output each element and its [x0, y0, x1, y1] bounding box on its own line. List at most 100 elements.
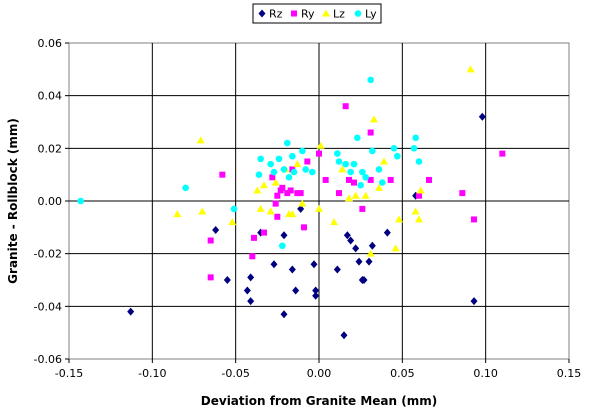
- point-rz: [292, 286, 300, 295]
- point-ly: [357, 181, 364, 189]
- y-tick-label: -0.06: [34, 353, 62, 366]
- legend-marker-ry: [291, 10, 297, 17]
- point-ly: [362, 174, 369, 181]
- point-rz: [478, 112, 486, 121]
- point-lz: [316, 141, 325, 149]
- point-rz: [243, 286, 251, 295]
- point-lz: [196, 136, 205, 144]
- point-rz: [247, 273, 255, 282]
- point-lz: [338, 165, 347, 173]
- point-rz: [470, 297, 478, 306]
- legend-label-ly: Ly: [365, 8, 377, 21]
- point-ly: [394, 152, 401, 160]
- point-rz: [360, 276, 368, 284]
- point-lz: [266, 207, 275, 215]
- point-ry: [294, 190, 301, 197]
- point-ly: [299, 147, 306, 155]
- point-lz: [315, 204, 323, 212]
- y-tick-label: 0.06: [38, 37, 63, 50]
- point-rz: [312, 291, 320, 300]
- point-ly: [270, 168, 278, 176]
- point-lz: [260, 181, 268, 189]
- point-ry: [279, 184, 286, 191]
- point-ly: [335, 158, 343, 165]
- point-ly: [255, 171, 263, 178]
- point-ry: [284, 190, 291, 197]
- series-lz: [173, 65, 475, 257]
- point-rz: [347, 236, 355, 245]
- point-ly: [410, 145, 418, 152]
- point-ly: [350, 160, 358, 168]
- y-tick-label: 0.04: [38, 90, 63, 103]
- point-rz: [212, 225, 220, 234]
- x-tick-label: -0.10: [138, 367, 166, 380]
- series-rz: [127, 112, 486, 340]
- point-ly: [257, 155, 264, 163]
- legend-marker-lz: [322, 9, 330, 17]
- point-rz: [333, 265, 341, 274]
- point-ly: [77, 197, 84, 205]
- point-ry: [351, 179, 357, 186]
- point-rz: [223, 276, 231, 284]
- x-tick-label: 0.05: [390, 367, 415, 380]
- legend-label-lz: Lz: [333, 8, 345, 21]
- legend-label-rz: Rz: [269, 8, 283, 21]
- point-ry: [249, 253, 256, 260]
- point-ly: [182, 184, 189, 192]
- y-tick-label: 0.02: [38, 142, 63, 155]
- point-ly: [289, 152, 296, 160]
- point-lz: [375, 183, 383, 191]
- point-ry: [316, 150, 322, 157]
- point-rz: [368, 241, 376, 250]
- point-ry: [272, 200, 279, 207]
- x-tick-label: 0.10: [473, 367, 498, 380]
- point-ly: [347, 168, 354, 176]
- point-ly: [359, 168, 366, 176]
- point-ly: [367, 76, 374, 84]
- point-rz: [343, 231, 351, 240]
- point-ly: [280, 166, 288, 173]
- point-ry: [219, 171, 226, 178]
- point-rz: [310, 260, 318, 269]
- point-ry: [471, 216, 477, 223]
- point-lz: [380, 157, 388, 165]
- point-ly: [354, 134, 361, 142]
- point-ly: [267, 160, 274, 168]
- point-ry: [367, 129, 374, 136]
- point-lz: [198, 207, 207, 215]
- point-rz: [365, 257, 373, 266]
- point-ry: [207, 274, 214, 281]
- point-ly: [369, 147, 376, 155]
- legend-marker-rz: [258, 9, 266, 18]
- point-rz: [352, 244, 360, 253]
- legend-box: [252, 3, 382, 24]
- point-ly: [290, 168, 298, 176]
- point-lz: [345, 194, 353, 202]
- point-ly: [275, 155, 283, 163]
- point-ry: [499, 150, 506, 157]
- point-lz: [366, 249, 375, 257]
- y-axis-title: Granite - Rollblock (mm): [6, 118, 20, 284]
- point-ry: [301, 224, 307, 231]
- point-ly: [390, 145, 398, 152]
- y-tick-label: -0.02: [34, 248, 62, 261]
- point-ry: [287, 187, 294, 194]
- point-rz: [312, 286, 320, 295]
- point-lz: [370, 115, 378, 123]
- point-ry: [251, 234, 257, 241]
- point-lz: [256, 204, 265, 212]
- point-ly: [334, 150, 341, 157]
- data-points: [77, 65, 506, 340]
- point-lz: [298, 199, 307, 207]
- point-lz: [293, 160, 302, 168]
- point-lz: [253, 186, 262, 194]
- point-ly: [375, 166, 383, 173]
- point-ry: [322, 176, 329, 183]
- point-ly: [302, 166, 309, 173]
- point-ry: [274, 213, 281, 220]
- point-ry: [269, 174, 276, 181]
- point-lz: [416, 186, 425, 194]
- point-ry: [346, 176, 352, 183]
- point-ry: [342, 103, 349, 110]
